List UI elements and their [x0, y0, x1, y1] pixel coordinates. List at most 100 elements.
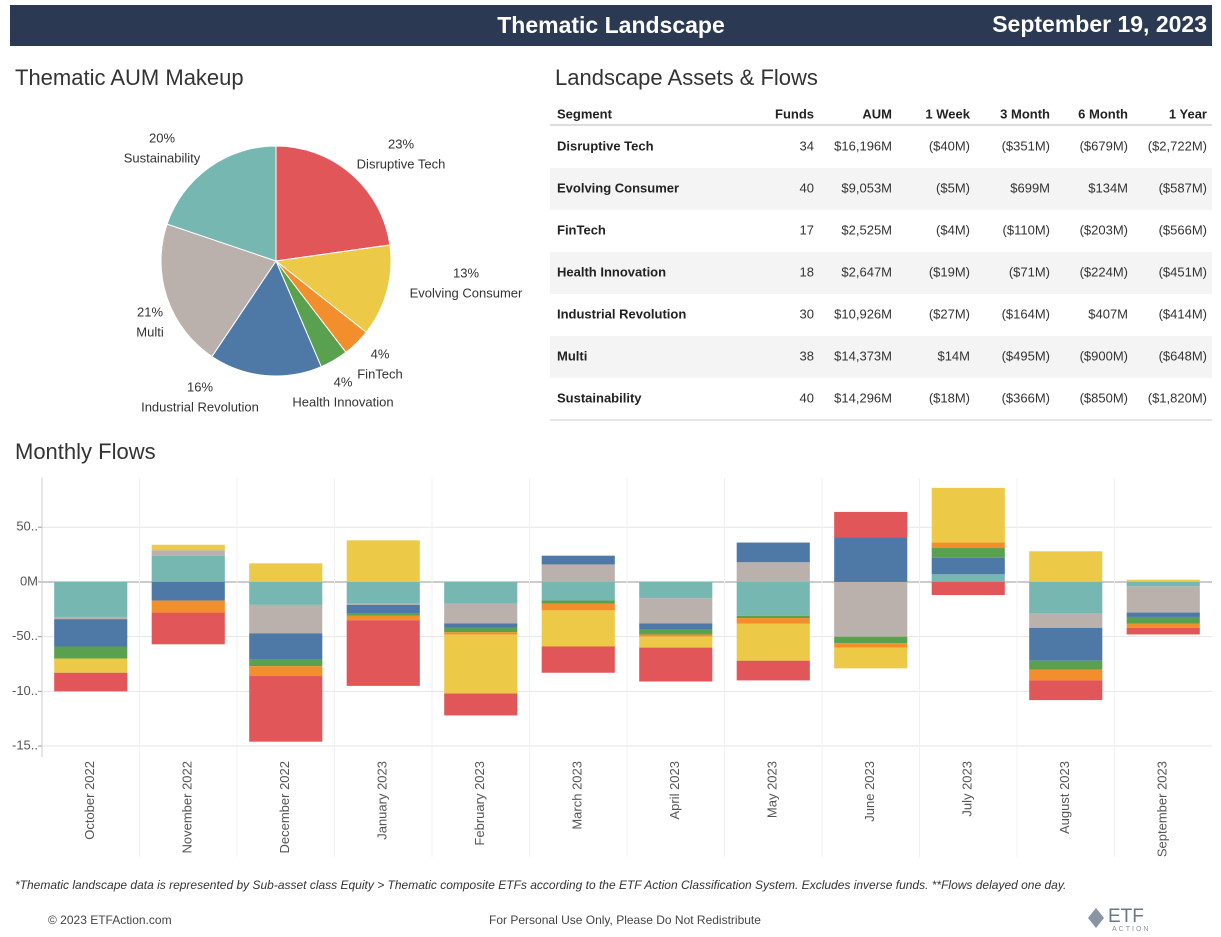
bar-segment	[1029, 627, 1103, 661]
table-header: AUM	[862, 106, 892, 121]
table-header: 6 Month	[1078, 106, 1128, 121]
bar-segment	[736, 623, 810, 661]
x-tick-label: October 2022	[82, 761, 97, 840]
bar-segment	[639, 581, 713, 599]
table-header: Funds	[775, 106, 814, 121]
header-date: September 19, 2023	[992, 11, 1207, 37]
table-segment: Disruptive Tech	[557, 138, 654, 153]
bar-segment	[736, 660, 810, 681]
table-cell: ($587M)	[1159, 180, 1207, 195]
bar-segment	[249, 676, 323, 742]
table-cell: ($71M)	[1009, 264, 1050, 279]
table-cell: $2,525M	[841, 222, 892, 237]
bar-segment	[151, 555, 225, 582]
table-cell: ($19M)	[929, 264, 970, 279]
bar-segment	[736, 581, 810, 616]
pie-value-label: 23%	[388, 136, 414, 151]
table-cell: $10,926M	[834, 306, 892, 321]
table-cell: 18	[800, 264, 814, 279]
table-header: 1 Week	[925, 106, 970, 121]
bar-segment	[639, 598, 713, 624]
table-cell: $134M	[1088, 180, 1128, 195]
table-row-bg	[550, 252, 1212, 294]
table-header: 1 Year	[1169, 106, 1207, 121]
pie-slice	[211, 259, 322, 377]
bar-segment	[541, 610, 615, 647]
bar-segment	[444, 693, 518, 716]
table-cell: ($18M)	[929, 390, 970, 405]
table-cell: $16,196M	[834, 138, 892, 153]
bar-segment	[444, 627, 518, 633]
bar-segment	[1029, 680, 1103, 701]
table-cell: 17	[800, 222, 814, 237]
bar-segment	[834, 647, 908, 669]
bar-segment	[736, 615, 810, 619]
x-tick-label: November 2022	[180, 761, 195, 854]
bar-segment	[249, 581, 323, 605]
bar-segment	[444, 634, 518, 694]
bar-segment	[639, 628, 713, 635]
bar-segment	[834, 643, 908, 648]
x-tick-label: January 2023	[375, 761, 390, 840]
table-cell: $14,296M	[834, 390, 892, 405]
bar-segment	[346, 620, 420, 686]
pie-value-label: 21%	[137, 304, 163, 319]
bar-segment	[1126, 612, 1200, 617]
table-cell: 38	[800, 348, 814, 363]
bar-segment	[541, 603, 615, 611]
table-segment: FinTech	[557, 222, 606, 237]
bar-segment	[151, 550, 225, 556]
bar-segment	[346, 613, 420, 616]
x-tick-label: February 2023	[472, 761, 487, 846]
table-cell: ($900M)	[1080, 348, 1128, 363]
table-segment: Sustainability	[557, 390, 642, 405]
y-tick-label: -10..	[12, 683, 38, 698]
pie-slice	[274, 244, 392, 334]
table-cell: ($648M)	[1159, 348, 1207, 363]
disclaimer: For Personal Use Only, Please Do Not Red…	[489, 913, 761, 927]
bar-segment	[346, 604, 420, 614]
x-tick-label: June 2023	[862, 761, 877, 822]
bar-segment	[1029, 669, 1103, 681]
bar-segment	[541, 646, 615, 673]
bar-segment	[54, 672, 128, 692]
y-tick-label: 50..	[16, 519, 38, 534]
bar-segment	[639, 636, 713, 648]
x-tick-label: March 2023	[570, 761, 585, 830]
bar-title: Monthly Flows	[15, 439, 156, 464]
bar-segment	[931, 574, 1005, 582]
bar-segment	[541, 581, 615, 601]
bar-segment	[639, 623, 713, 629]
bar-segment	[151, 581, 225, 601]
table-cell: ($850M)	[1080, 390, 1128, 405]
header-bar	[10, 5, 1212, 46]
pie-category-label: FinTech	[357, 366, 403, 381]
table-cell: ($110M)	[1003, 222, 1050, 237]
pie-value-label: 4%	[334, 374, 353, 389]
table-row-bg	[550, 336, 1212, 378]
bar-segment	[54, 616, 128, 620]
table-cell: ($414M)	[1159, 306, 1207, 321]
pie-category-label: Sustainability	[124, 150, 201, 165]
table-segment: Evolving Consumer	[557, 180, 679, 195]
table-cell: ($679M)	[1080, 138, 1128, 153]
table-segment: Health Innovation	[557, 264, 666, 279]
table-cell: ($164M)	[1002, 306, 1050, 321]
copyright: © 2023 ETFAction.com	[48, 913, 172, 927]
table-cell: 40	[800, 180, 814, 195]
pie-category-label: Industrial Revolution	[141, 399, 259, 414]
table-cell: $9,053M	[841, 180, 892, 195]
table-cell: 34	[800, 138, 814, 153]
pie-category-label: Evolving Consumer	[410, 285, 523, 300]
pie-value-label: 16%	[187, 379, 213, 394]
x-tick-label: July 2023	[960, 761, 975, 817]
y-tick-label: -15..	[12, 737, 38, 752]
pie-title: Thematic AUM Makeup	[15, 65, 244, 90]
bar-segment	[931, 548, 1005, 558]
pie-category-label: Health Innovation	[292, 394, 393, 409]
pie-slice	[160, 223, 277, 358]
logo-subtext: ACTION	[1112, 926, 1150, 933]
table-cell: ($351M)	[1002, 138, 1050, 153]
bar-segment	[249, 659, 323, 667]
